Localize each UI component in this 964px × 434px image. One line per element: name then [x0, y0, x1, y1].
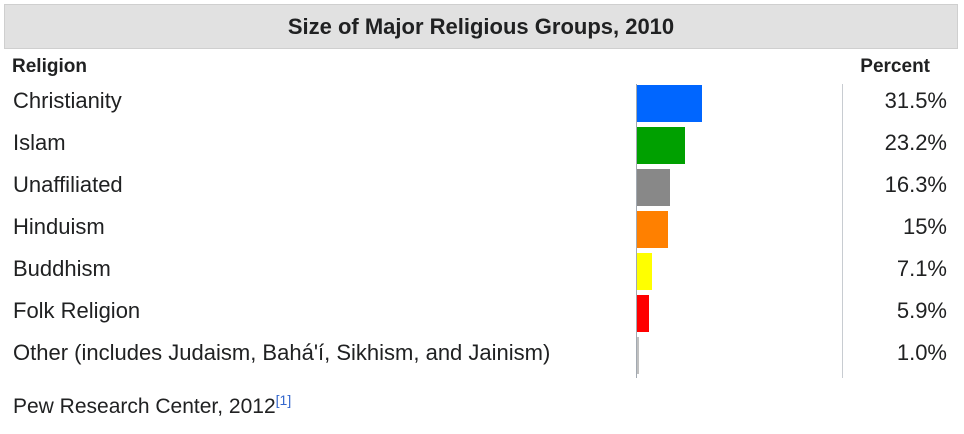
source-text: Pew Research Center, 2012	[13, 395, 276, 418]
row-label: Unaffiliated	[13, 172, 123, 197]
column-header-religion: Religion	[12, 56, 87, 77]
column-header-percent: Percent	[860, 56, 930, 77]
row-value: 5.9%	[896, 298, 947, 323]
row-label: Other (includes Judaism, Bahá'í, Sikhism…	[13, 340, 551, 365]
row-value: 23.2%	[884, 130, 947, 155]
source-note: Pew Research Center, 2012[1]	[13, 392, 292, 419]
bar-other	[637, 337, 639, 374]
bar-christianity	[637, 85, 702, 122]
reference-link[interactable]: [1]	[275, 392, 292, 408]
bar-buddhism	[637, 253, 652, 290]
row-label: Hinduism	[13, 214, 105, 239]
column-separator	[842, 84, 843, 378]
bar-unaffiliated	[637, 169, 670, 206]
row-value: 31.5%	[884, 88, 947, 113]
row-value: 16.3%	[884, 172, 947, 197]
row-label: Folk Religion	[13, 298, 141, 323]
row-label: Islam	[13, 130, 66, 155]
row-value: 1.0%	[896, 340, 947, 365]
bar-axis-line	[636, 84, 637, 378]
bar-hinduism	[637, 211, 668, 248]
row-value: 15%	[902, 214, 947, 239]
bar-islam	[637, 127, 685, 164]
bar-folk	[637, 295, 649, 332]
row-label: Buddhism	[13, 256, 111, 281]
chart-title-text: Size of Major Religious Groups, 2010	[287, 13, 675, 39]
row-value: 7.1%	[896, 256, 947, 281]
row-label: Christianity	[13, 88, 122, 113]
chart-title: Size of Major Religious Groups, 2010	[4, 4, 958, 49]
